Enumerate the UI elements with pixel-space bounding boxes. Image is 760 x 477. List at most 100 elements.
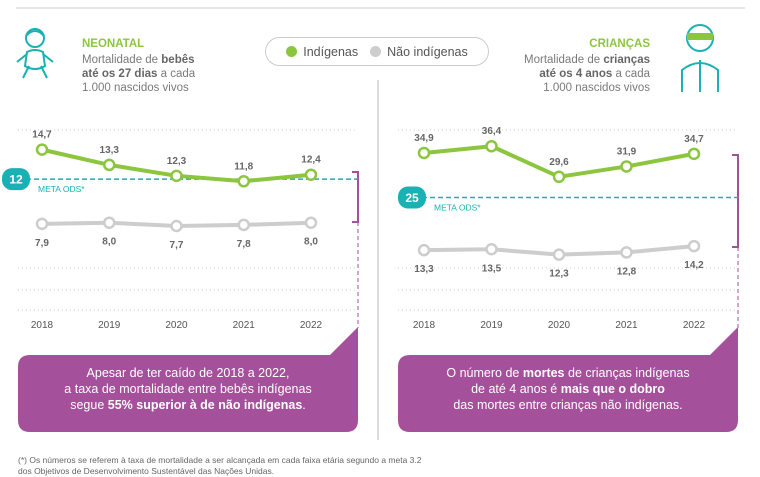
data-point: [35, 217, 49, 231]
legend-swatch: [286, 45, 298, 57]
x-tick-label: 2019: [98, 320, 121, 331]
data-label: 12,4: [301, 155, 321, 166]
x-tick-label: 2018: [31, 320, 54, 331]
x-tick-label: 2018: [413, 320, 436, 331]
guide-lines: [18, 129, 738, 311]
data-point: [237, 175, 250, 188]
data-label: 12,8: [617, 266, 637, 277]
subtitle: a cada: [612, 68, 650, 80]
data-point: [304, 216, 318, 229]
data-point: [620, 246, 633, 259]
data-point: [417, 146, 431, 160]
legend-item: Indígenas: [286, 45, 358, 59]
data-point: [237, 218, 250, 232]
note: Apesar de ter caído de 2018 a 2022, a ta…: [18, 365, 358, 413]
subtitle: a cada: [157, 68, 196, 80]
note-text: a taxa de mortalidade entre bebês indíge…: [64, 382, 312, 396]
x-tick-label: 2021: [615, 320, 638, 331]
legend-label: Não indígenas: [387, 44, 468, 59]
legend: Indígenas Não indígenas: [265, 37, 489, 66]
data-label: 12,3: [549, 269, 569, 280]
data-point: [485, 139, 498, 153]
data-point: [687, 239, 701, 253]
data-point: [552, 170, 566, 184]
data-label: 14,7: [32, 130, 52, 141]
x-tick-label: 2020: [165, 320, 188, 331]
data-label: 7,9: [35, 238, 49, 249]
data-label: 14,2: [684, 260, 704, 271]
target-value: 12: [9, 173, 23, 187]
note-text: mortes: [522, 366, 565, 380]
note-text: de crianças indígenas: [564, 366, 690, 380]
data-label: 7,8: [237, 239, 251, 250]
data-point: [417, 243, 431, 257]
subtitle: 1.000 nascidos vivos: [82, 82, 189, 94]
data-label: 29,6: [549, 157, 569, 168]
data-point: [620, 160, 633, 173]
x-tick-label: 2022: [300, 320, 323, 331]
note-text: Apesar de ter caído de 2018 a 2022,: [86, 366, 290, 380]
subtitle: crianças: [603, 54, 650, 66]
x-tick-label: 2020: [548, 320, 571, 331]
note-text: das mortes entre crianças não indígenas.: [453, 398, 683, 412]
data-point: [485, 243, 498, 256]
note-text: .: [302, 398, 306, 412]
subtitle: até os 27 dias: [82, 68, 158, 80]
data-label: 34,9: [414, 133, 434, 144]
note-text: 55% superior à de não indígenas: [107, 398, 303, 412]
target-badge: [2, 168, 30, 191]
data-label: 13,3: [100, 145, 120, 156]
data-label: 31,9: [617, 146, 637, 157]
subtitle: até os 4 anos: [539, 68, 613, 80]
gap-bracket: [352, 154, 739, 328]
header: CRIANÇAS Mortalidade de crianças até os …: [524, 37, 650, 95]
header: NEONATAL Mortalidade de bebês até os 27 …: [82, 37, 195, 95]
note-text: O número de: [446, 366, 523, 380]
chart-title: NEONATAL: [82, 38, 145, 50]
data-label: 36,4: [482, 126, 502, 137]
footnote: (*) Os números se referem à taxa de mort…: [18, 455, 518, 477]
data-label: 7,7: [170, 240, 184, 251]
note-box: [398, 327, 738, 432]
data-label: 11,8: [234, 161, 253, 172]
data-point: [304, 168, 318, 181]
note: O número de mortes de crianças indígenas…: [398, 365, 738, 413]
legend-label: Indígenas: [303, 44, 359, 59]
data-label: 12,3: [167, 156, 187, 167]
note-text: mais que o dobro: [560, 382, 665, 396]
data-label: 13,5: [482, 263, 502, 274]
legend-item: Não indígenas: [370, 45, 468, 59]
data-point: [552, 248, 566, 261]
subtitle: bebês: [161, 54, 195, 66]
target-label: META ODS*: [434, 203, 481, 213]
legend-swatch: [370, 45, 382, 57]
baby-icon: [16, 28, 54, 79]
target-label: META ODS*: [38, 184, 85, 194]
child-icon: [681, 24, 719, 92]
target-value: 25: [405, 191, 419, 205]
footnote-text: dos Objetivos de Desenvolvimento Sustent…: [18, 466, 275, 476]
note-box: [18, 327, 358, 432]
data-point: [35, 143, 49, 156]
data-point: [103, 158, 116, 172]
data-label: 8,0: [102, 237, 116, 248]
data-point: [687, 147, 701, 161]
subtitle: 1.000 nascidos vivos: [543, 82, 650, 94]
footnote-text: (*) Os números se referem à taxa de mort…: [18, 455, 422, 465]
chart-title: CRIANÇAS: [589, 38, 650, 50]
target-badge: [398, 186, 426, 209]
data-label: 13,3: [414, 264, 434, 275]
subtitle: Mortalidade de: [524, 54, 604, 66]
x-tick-label: 2021: [233, 320, 256, 331]
note-text: segue: [70, 398, 108, 412]
data-label: 34,7: [684, 134, 704, 145]
x-tick-label: 2019: [480, 320, 503, 331]
data-point: [103, 216, 116, 229]
subtitle: Mortalidade de: [82, 54, 162, 66]
data-label: 8,0: [304, 237, 318, 248]
data-point: [170, 219, 183, 233]
x-tick-label: 2022: [683, 320, 706, 331]
data-point: [170, 169, 183, 183]
